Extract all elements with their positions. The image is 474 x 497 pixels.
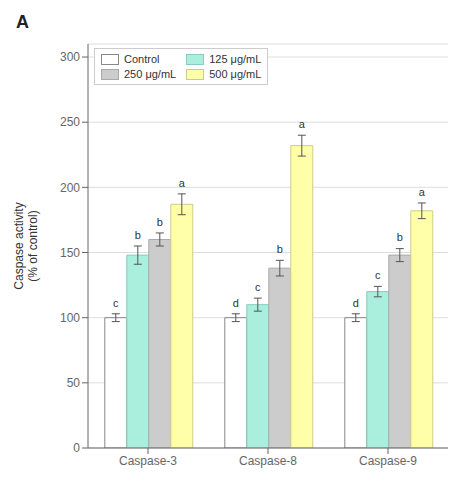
- svg-text:b: b: [157, 216, 163, 228]
- svg-text:d: d: [233, 297, 239, 309]
- svg-text:150: 150: [60, 246, 80, 260]
- svg-text:Caspase-9: Caspase-9: [359, 454, 417, 468]
- html-text:250 μg/mL: 250 μg/mL: [124, 68, 177, 80]
- svg-text:a: a: [179, 177, 186, 189]
- svg-text:300: 300: [60, 50, 80, 64]
- svg-text:200: 200: [60, 181, 80, 195]
- svg-text:Caspase activity(% of control): Caspase activity(% of control): [12, 202, 40, 289]
- svg-text:a: a: [419, 186, 426, 198]
- html-text:Control: Control: [124, 53, 160, 65]
- svg-text:0: 0: [73, 441, 80, 455]
- svg-text:a: a: [299, 118, 306, 130]
- svg-text:d: d: [353, 297, 359, 309]
- svg-text:Caspase-3: Caspase-3: [119, 454, 177, 468]
- svg-text:c: c: [255, 281, 261, 293]
- svg-text:b: b: [397, 231, 403, 243]
- svg-text:c: c: [375, 269, 381, 281]
- svg-text:50: 50: [67, 376, 81, 390]
- svg-text:c: c: [113, 297, 119, 309]
- html-text:500 μg/mL: 500 μg/mL: [209, 68, 262, 80]
- svg-text:Caspase-8: Caspase-8: [239, 454, 297, 468]
- svg-text:b: b: [277, 243, 283, 255]
- html-text:A: A: [16, 12, 29, 32]
- html-text:125 μg/mL: 125 μg/mL: [209, 53, 262, 65]
- svg-text:250: 250: [60, 115, 80, 129]
- svg-text:b: b: [135, 229, 141, 241]
- svg-text:100: 100: [60, 311, 80, 325]
